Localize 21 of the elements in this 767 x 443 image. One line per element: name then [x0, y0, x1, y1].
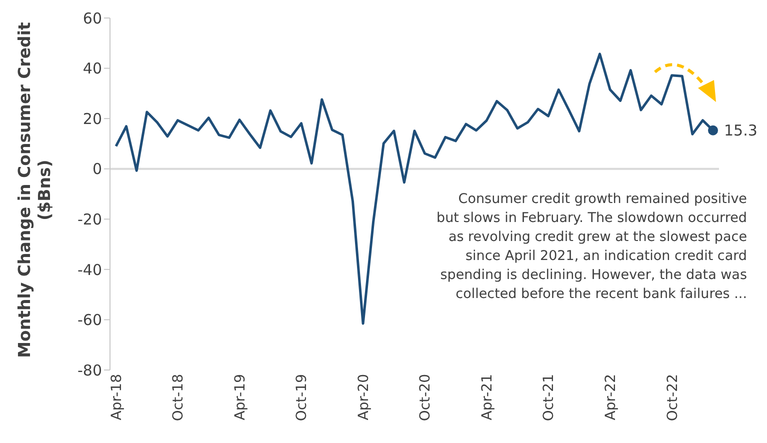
annotation: Consumer credit growth remained positive but slows in February. The slowdown occurred as revolving credit grew at the slowest pace since April 2021, an indication credit card spending is declining. However, the data was collected before the recent bank failures ... [436, 190, 747, 304]
y-tick-label: -20 [78, 210, 102, 228]
x-tick-label: Apr-21 [479, 374, 496, 420]
x-tick-label: Oct-21 [541, 374, 558, 422]
y-tick-label: 40 [82, 60, 102, 78]
y-tick-label: 20 [82, 110, 102, 128]
x-tick-label: Apr-18 [108, 374, 125, 420]
x-tick-label: Apr-19 [232, 374, 248, 420]
data-label: 15.3 [724, 122, 758, 140]
y-tick-label: -40 [78, 260, 102, 279]
x-tick-label: Oct-20 [418, 374, 434, 422]
y-axis-title: Monthly Change in Consumer Credit ($Bns) [15, 21, 55, 360]
y-tick-label: -80 [78, 361, 102, 380]
x-tick-label: Oct-22 [664, 374, 681, 422]
x-tick-label: Apr-22 [603, 374, 620, 420]
y-tick-label: -60 [78, 311, 102, 330]
x-tick-label: Apr-20 [356, 374, 372, 420]
x-tick-label: Oct-18 [170, 374, 187, 422]
y-tick-label: 60 [82, 9, 102, 28]
x-tick-label: Oct-19 [294, 374, 310, 422]
y-tick-label: 0 [92, 160, 102, 178]
